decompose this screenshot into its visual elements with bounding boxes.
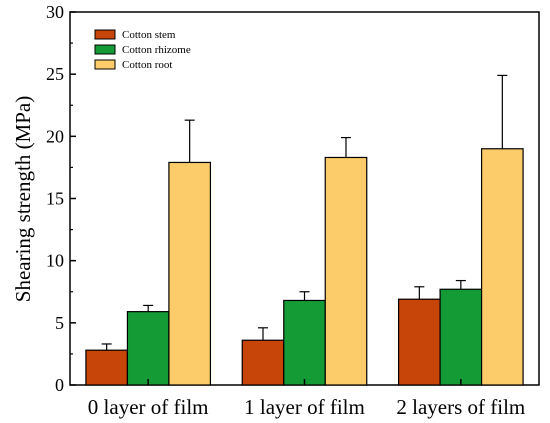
y-tick-label: 10: [46, 251, 64, 271]
bar-cotton-root: [480, 148, 524, 386]
x-category-label: 0 layer of film: [88, 395, 209, 419]
x-category-label: 2 layers of film: [396, 395, 525, 419]
legend-label: Cotton root: [122, 59, 172, 71]
y-tick-label: 20: [46, 126, 64, 146]
bar-cotton-rhizome: [439, 288, 483, 386]
y-tick-label: 5: [55, 313, 64, 333]
x-category-labels: 0 layer of film 1 layer of film 2 layers o…: [88, 379, 525, 419]
bar-cotton-stem: [85, 349, 129, 386]
x-category-label: 1 layer of film: [244, 395, 365, 419]
legend-swatch: [94, 29, 116, 40]
bar-cotton-stem: [397, 298, 441, 386]
error-bars: [101, 74, 508, 351]
bar-cotton-rhizome: [283, 299, 326, 386]
bar-cotton-stem: [241, 339, 285, 386]
legend-swatch: [94, 44, 116, 55]
legend-swatch: [94, 59, 116, 70]
bar-cotton-rhizome: [126, 311, 170, 386]
y-axis-label: Shearing strength (MPa): [11, 96, 35, 302]
y-tick-label: 0: [55, 375, 64, 395]
y-tick-label: 30: [46, 2, 64, 22]
bar-cotton-root: [324, 156, 368, 386]
legend-label: Cotton rhizome: [122, 44, 191, 56]
y-tick-label: 15: [46, 189, 64, 209]
y-tick-label: 25: [46, 64, 64, 84]
bar-cotton-root: [168, 161, 212, 386]
legend-label: Cotton stem: [122, 29, 176, 41]
bars: [85, 148, 524, 386]
legend: Cotton stem Cotton rhizome Cotton root: [94, 29, 191, 71]
y-ticks: 0 5 10 15 20 25 30: [46, 2, 76, 395]
